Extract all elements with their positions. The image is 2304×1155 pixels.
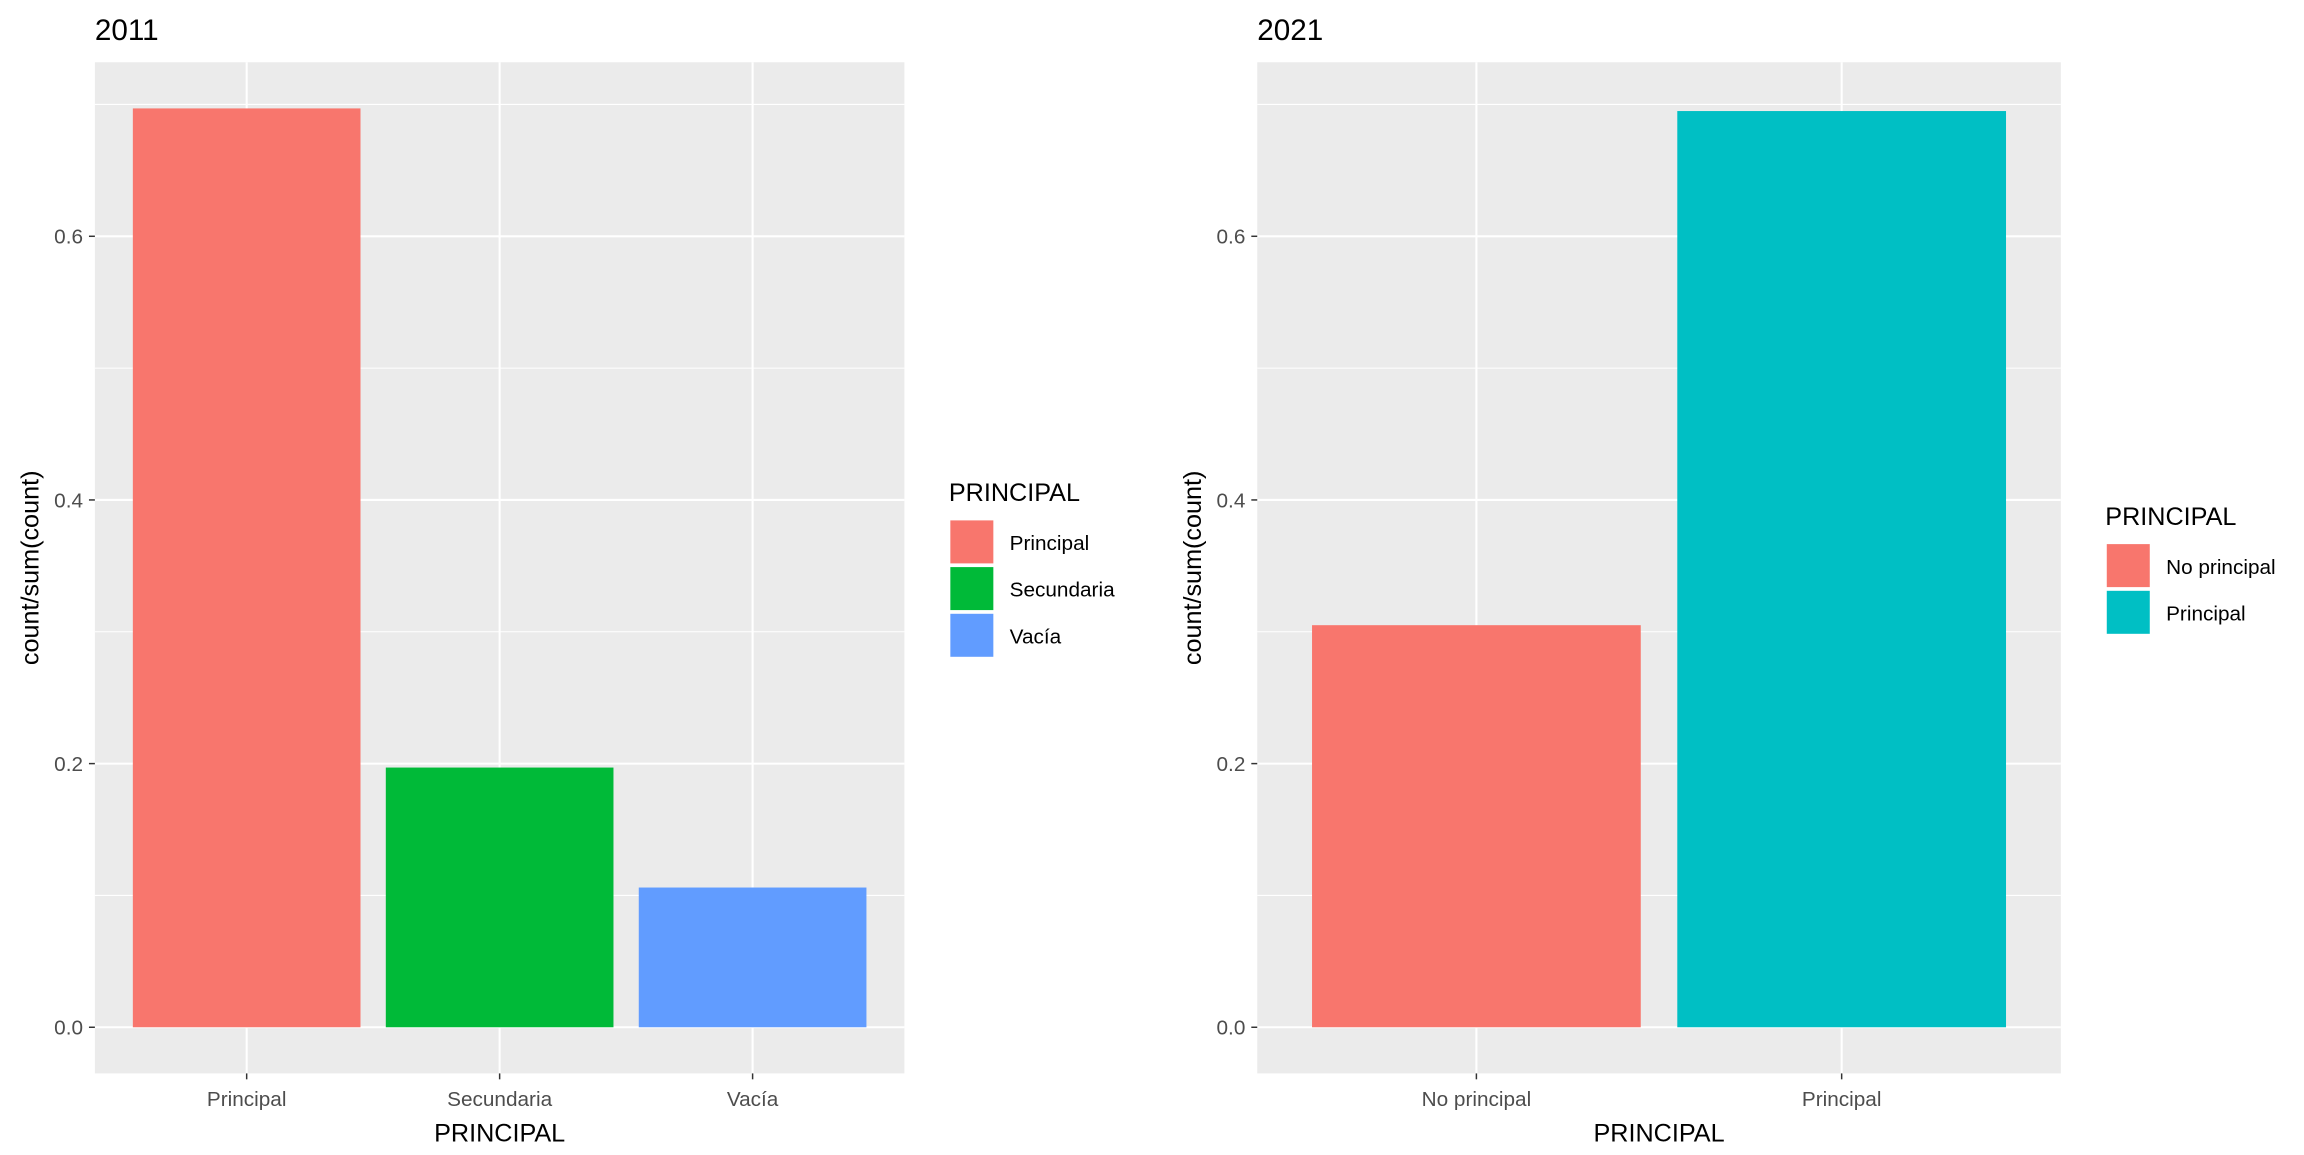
y-tick-label: 0.2 — [1217, 753, 1246, 776]
y-tick-label: 0.4 — [54, 489, 83, 512]
legend-label: No principal — [2166, 556, 2276, 579]
legend-title: PRINCIPAL — [949, 479, 1080, 507]
y-axis-title: count/sum(count) — [17, 471, 45, 666]
legend: PRINCIPAL No principal Principal — [2105, 503, 2276, 634]
y-tick-label: 0.0 — [54, 1017, 83, 1040]
chart-panel-2021: 0.0 0.2 0.4 0.6 No principal Principal 2021 PRI… — [1179, 14, 2276, 1148]
legend-key — [2106, 590, 2150, 634]
bar-Vacía — [638, 887, 867, 1028]
y-tick-label: 0.2 — [54, 753, 83, 776]
panel-title: 2011 — [95, 14, 159, 47]
legend-label: Principal — [2166, 602, 2246, 625]
x-tick-label: Secundaria — [447, 1088, 552, 1111]
bar-No principal — [1312, 625, 1641, 1028]
legend-label: Secundaria — [1010, 579, 1115, 602]
x-tick-label: No principal — [1422, 1088, 1532, 1111]
x-tick-label: Principal — [1802, 1088, 1882, 1111]
bar-Secundaria — [385, 767, 614, 1028]
y-tick-label: 0.0 — [1217, 1017, 1246, 1040]
x-tick-label: Vacía — [727, 1088, 779, 1111]
legend-key — [2106, 544, 2150, 588]
y-axis-title: count/sum(count) — [1179, 471, 1207, 666]
y-tick-label: 0.6 — [54, 226, 83, 249]
legend-key — [950, 613, 994, 657]
legend-title: PRINCIPAL — [2105, 503, 2236, 531]
panel-title: 2021 — [1257, 14, 1323, 47]
y-tick-label: 0.6 — [1217, 226, 1246, 249]
chart-panel-2011: 0.0 0.2 0.4 0.6 Principal Secundaria Vacía 2011… — [17, 14, 1116, 1148]
y-tick-label: 0.4 — [1217, 489, 1246, 512]
legend-key — [950, 520, 994, 564]
x-tick-label: Principal — [207, 1088, 287, 1111]
x-axis-title: PRINCIPAL — [1593, 1120, 1724, 1148]
x-axis-title: PRINCIPAL — [434, 1120, 565, 1148]
legend-label: Principal — [1010, 532, 1090, 555]
legend: PRINCIPAL Principal Secundaria Vacía — [949, 479, 1115, 657]
bar-Principal — [132, 108, 361, 1028]
legend-key — [950, 567, 994, 611]
bar-Principal — [1677, 111, 2007, 1028]
legend-label: Vacía — [1010, 625, 1062, 648]
